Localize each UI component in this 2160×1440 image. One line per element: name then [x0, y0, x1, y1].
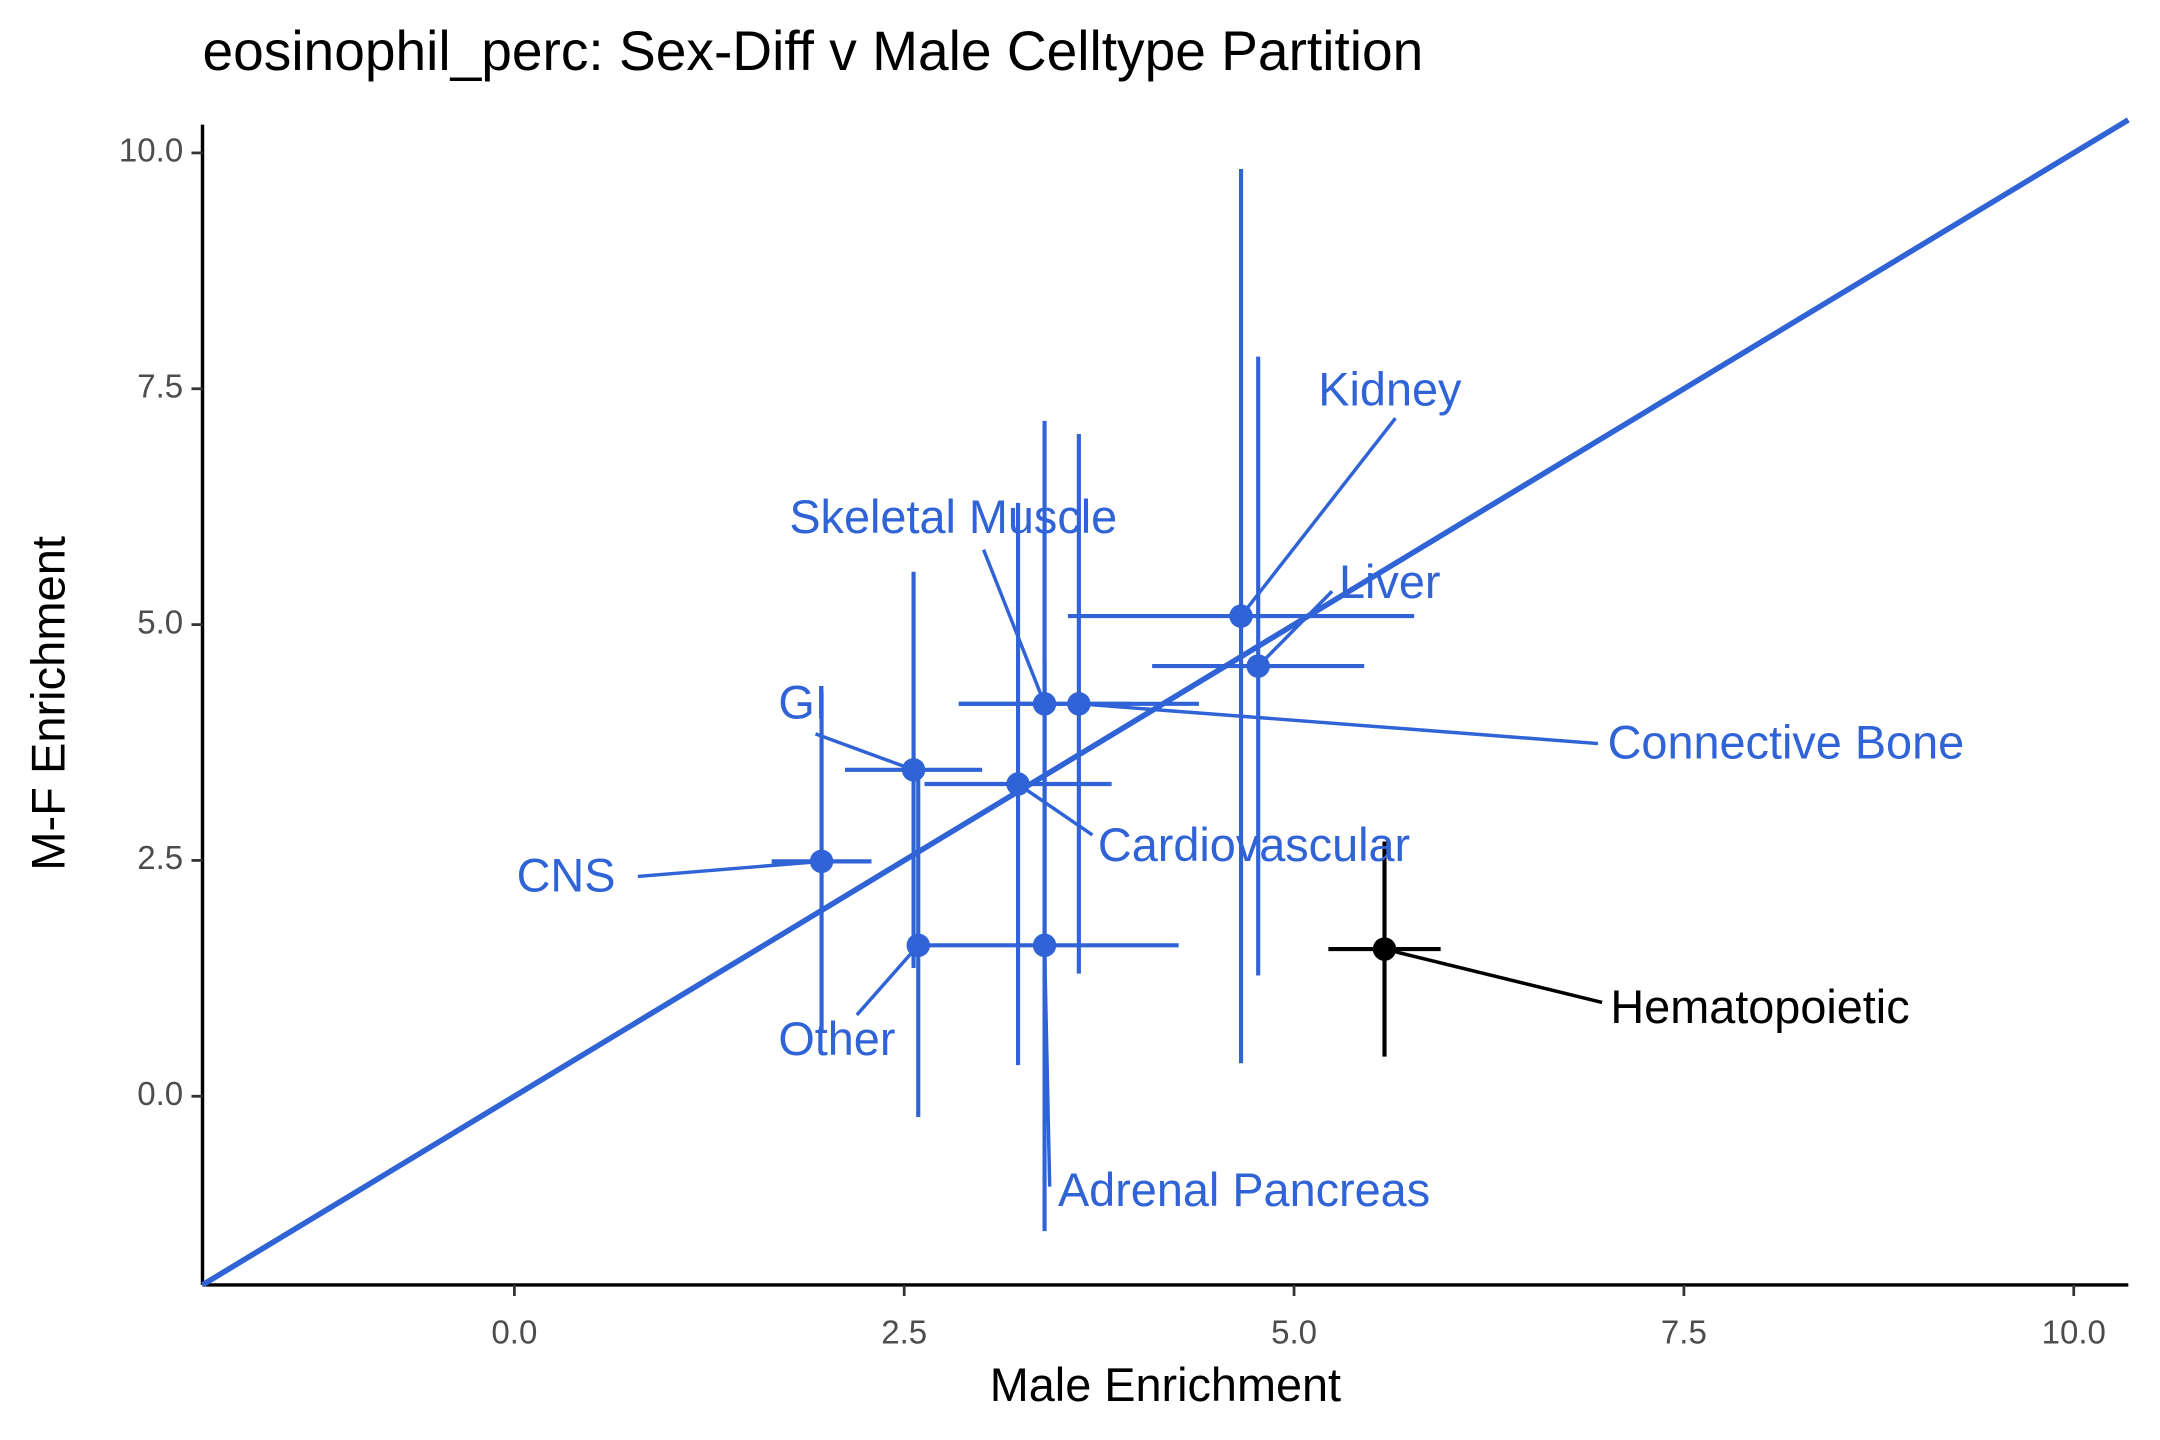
- label-leader: [855, 944, 920, 1017]
- point-label: Cardiovascular: [1098, 818, 1410, 871]
- point-label: GI: [778, 675, 827, 728]
- x-tick-label: 10.0: [2042, 1314, 2106, 1351]
- point-label: Connective Bone: [1608, 716, 1965, 769]
- x-axis-title: Male Enrichment: [990, 1358, 1341, 1411]
- label-leader: [1078, 702, 1599, 746]
- x-tick-label: 2.5: [881, 1314, 927, 1351]
- x-tick-label: 0.0: [491, 1314, 537, 1351]
- label-leader: [814, 732, 915, 772]
- x-tick-label: 5.0: [1271, 1314, 1317, 1351]
- point: [1067, 692, 1091, 716]
- point-label: Liver: [1339, 555, 1440, 608]
- point-label: Other: [778, 1012, 895, 1065]
- point: [1372, 937, 1397, 961]
- point-label: Skeletal Muscle: [789, 490, 1117, 543]
- point-label: Kidney: [1318, 363, 1462, 416]
- label-leader: [981, 549, 1047, 705]
- y-tick-label: 0.0: [137, 1076, 183, 1113]
- point-label: Adrenal Pancreas: [1058, 1163, 1430, 1216]
- point: [1032, 933, 1057, 958]
- point: [1229, 604, 1253, 628]
- point: [906, 933, 930, 958]
- label-leader: [1256, 590, 1334, 668]
- label-leader: [1017, 782, 1094, 837]
- y-tick-label: 7.5: [137, 368, 183, 405]
- label-leader: [1384, 947, 1603, 1005]
- y-tick-label: 10.0: [119, 133, 183, 170]
- x-tick-label: 7.5: [1661, 1314, 1707, 1351]
- point: [1246, 654, 1270, 678]
- point: [809, 849, 834, 874]
- point-label: Hematopoietic: [1610, 980, 1909, 1033]
- chart-title: eosinophil_perc: Sex-Diff v Male Celltyp…: [202, 20, 1423, 82]
- point: [1032, 692, 1057, 716]
- y-axis-title: M-F Enrichment: [22, 536, 75, 871]
- point-label: CNS: [517, 849, 616, 902]
- y-tick-label: 5.0: [137, 604, 183, 641]
- point: [1006, 772, 1030, 796]
- label-leader: [637, 859, 822, 879]
- y-tick-label: 2.5: [137, 840, 183, 877]
- label-leader: [1239, 417, 1397, 618]
- point: [901, 758, 926, 782]
